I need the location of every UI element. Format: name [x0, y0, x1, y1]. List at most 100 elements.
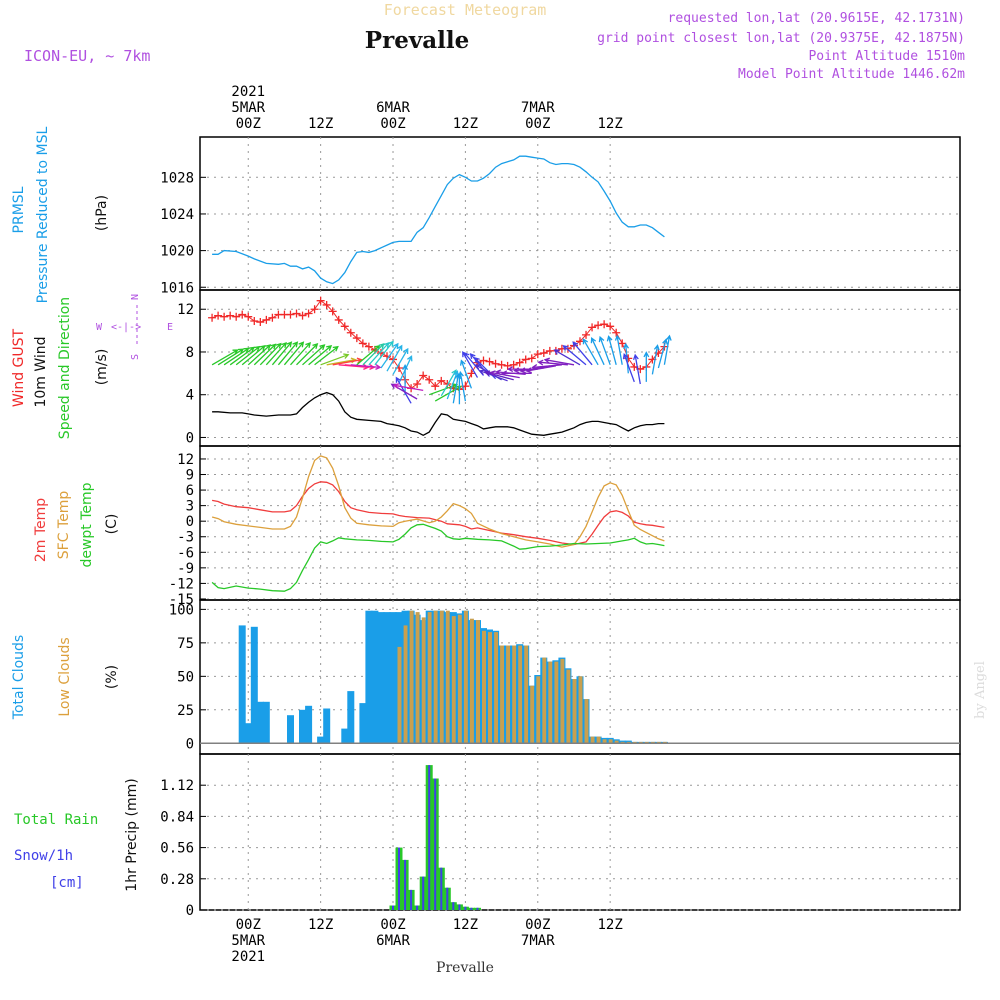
time-tick-label: 00Z [236, 917, 261, 933]
low-cloud-bar [476, 620, 480, 744]
wind-direction-arrow [614, 334, 623, 365]
wind-direction-arrow [562, 345, 587, 366]
wind-direction-arrow [235, 345, 261, 366]
gust-marker [419, 371, 428, 380]
gust-marker [334, 315, 343, 324]
total-cloud-bar [323, 708, 331, 744]
gust-marker [497, 360, 506, 369]
gust-marker [292, 309, 301, 318]
time-tick-label: 00Z [236, 116, 261, 132]
y-tick-label: 6 [186, 483, 194, 499]
wind-direction-arrow [537, 359, 568, 366]
gust-marker [256, 318, 265, 327]
kicker-title: Forecast Meteogram [384, 1, 547, 19]
gust-marker [208, 313, 217, 322]
snow-bar [440, 867, 443, 910]
gust-marker [214, 311, 223, 320]
low-cloud-bar [554, 661, 559, 744]
low-cloud-bar [403, 625, 408, 744]
wind-direction-arrow [598, 335, 611, 366]
y-tick-label: 0 [186, 736, 194, 752]
snow-bar [470, 907, 473, 910]
wind-direction-arrow [350, 364, 382, 370]
wind-dir-label: Speed and Direction [57, 297, 73, 439]
requested-coords: requested lon,lat (20.9615E, 42.1731N) [668, 11, 965, 26]
gust-marker [322, 300, 331, 309]
time-tick-label: 2021 [231, 84, 265, 100]
low-cloud-bar [608, 739, 613, 744]
wind-gust-label: Wind GUST [11, 328, 27, 407]
precip-unit: 1hr Precip (mm) [124, 778, 140, 891]
snow-bar [476, 907, 479, 910]
gust-marker [425, 375, 434, 384]
gust-marker [244, 312, 253, 321]
wind-direction-arrow [259, 342, 282, 366]
wind-direction-arrow [478, 369, 508, 382]
wind-direction-arrow [525, 365, 557, 374]
precip-snow-label: Snow/1h [14, 848, 73, 864]
gust-marker [594, 321, 603, 330]
gust-marker [220, 312, 229, 321]
wind-direction-arrow [483, 370, 514, 381]
gust-marker [364, 342, 373, 351]
snow-bar [410, 889, 413, 910]
wind-direction-arrow [265, 342, 287, 366]
total-cloud-bar [371, 610, 379, 744]
wind-direction-arrow [651, 344, 660, 375]
low-cloud-bar [542, 657, 547, 744]
model-label: ICON-EU, ~ 7km [24, 47, 150, 65]
gust-marker [600, 320, 609, 329]
gust-marker [503, 361, 512, 370]
y-tick-label: 0.28 [160, 872, 194, 888]
wind-speed-line [212, 391, 665, 437]
pressure-unit: (hPa) [94, 195, 110, 231]
low-cloud-bar [500, 645, 505, 744]
gust-marker [346, 328, 355, 337]
gust-marker [612, 328, 621, 337]
wind-direction-arrow [356, 345, 381, 366]
time-tick-label: 7MAR [521, 100, 555, 116]
clouds-unit: (%) [104, 665, 120, 689]
low-cloud-bar [584, 699, 589, 744]
temp-sfc-line [211, 455, 665, 548]
gust-marker [606, 322, 615, 331]
compass-s: S [130, 354, 141, 360]
gust-marker [521, 355, 530, 364]
gust-marker [310, 305, 319, 314]
low-cloud-bar [506, 645, 511, 744]
gust-marker [491, 359, 500, 368]
gust-marker [286, 310, 295, 319]
y-tick-label: 12 [177, 452, 194, 468]
wind-direction-arrow [247, 344, 272, 366]
low-cloud-bar [451, 616, 456, 744]
total-cloud-bar [305, 705, 313, 744]
total-cloud-bar [238, 625, 246, 744]
low-cloud-bar [494, 632, 499, 744]
wind-direction-arrow [458, 370, 467, 402]
y-tick-label: 1.12 [160, 778, 194, 794]
time-tick-label: 00Z [525, 917, 550, 933]
wind-direction-arrow [380, 342, 399, 369]
total-cloud-bar [262, 701, 270, 744]
snow-bar [458, 904, 461, 910]
low-cloud-bar [566, 669, 571, 744]
wind-direction-arrow [271, 341, 293, 366]
total-cloud-bar [299, 709, 306, 744]
low-cloud-bar [536, 676, 541, 744]
y-tick-label: 0.84 [160, 809, 194, 825]
wind-direction-arrow [392, 383, 424, 392]
clouds-low-label: Low Clouds [57, 637, 73, 716]
gust-marker [268, 313, 277, 322]
snow-bar [398, 847, 400, 910]
time-tick-label: 5MAR [231, 933, 265, 949]
snow-bar [434, 778, 437, 910]
temp-dewpt-line [211, 523, 665, 592]
temp-unit: (C) [104, 514, 120, 535]
gust-marker [431, 382, 440, 391]
wind-direction-arrow [290, 342, 311, 366]
y-tick-label: 0 [186, 903, 194, 919]
wind-direction-arrow [657, 338, 668, 369]
time-tick-label: 12Z [308, 116, 333, 132]
gust-marker [467, 369, 476, 378]
